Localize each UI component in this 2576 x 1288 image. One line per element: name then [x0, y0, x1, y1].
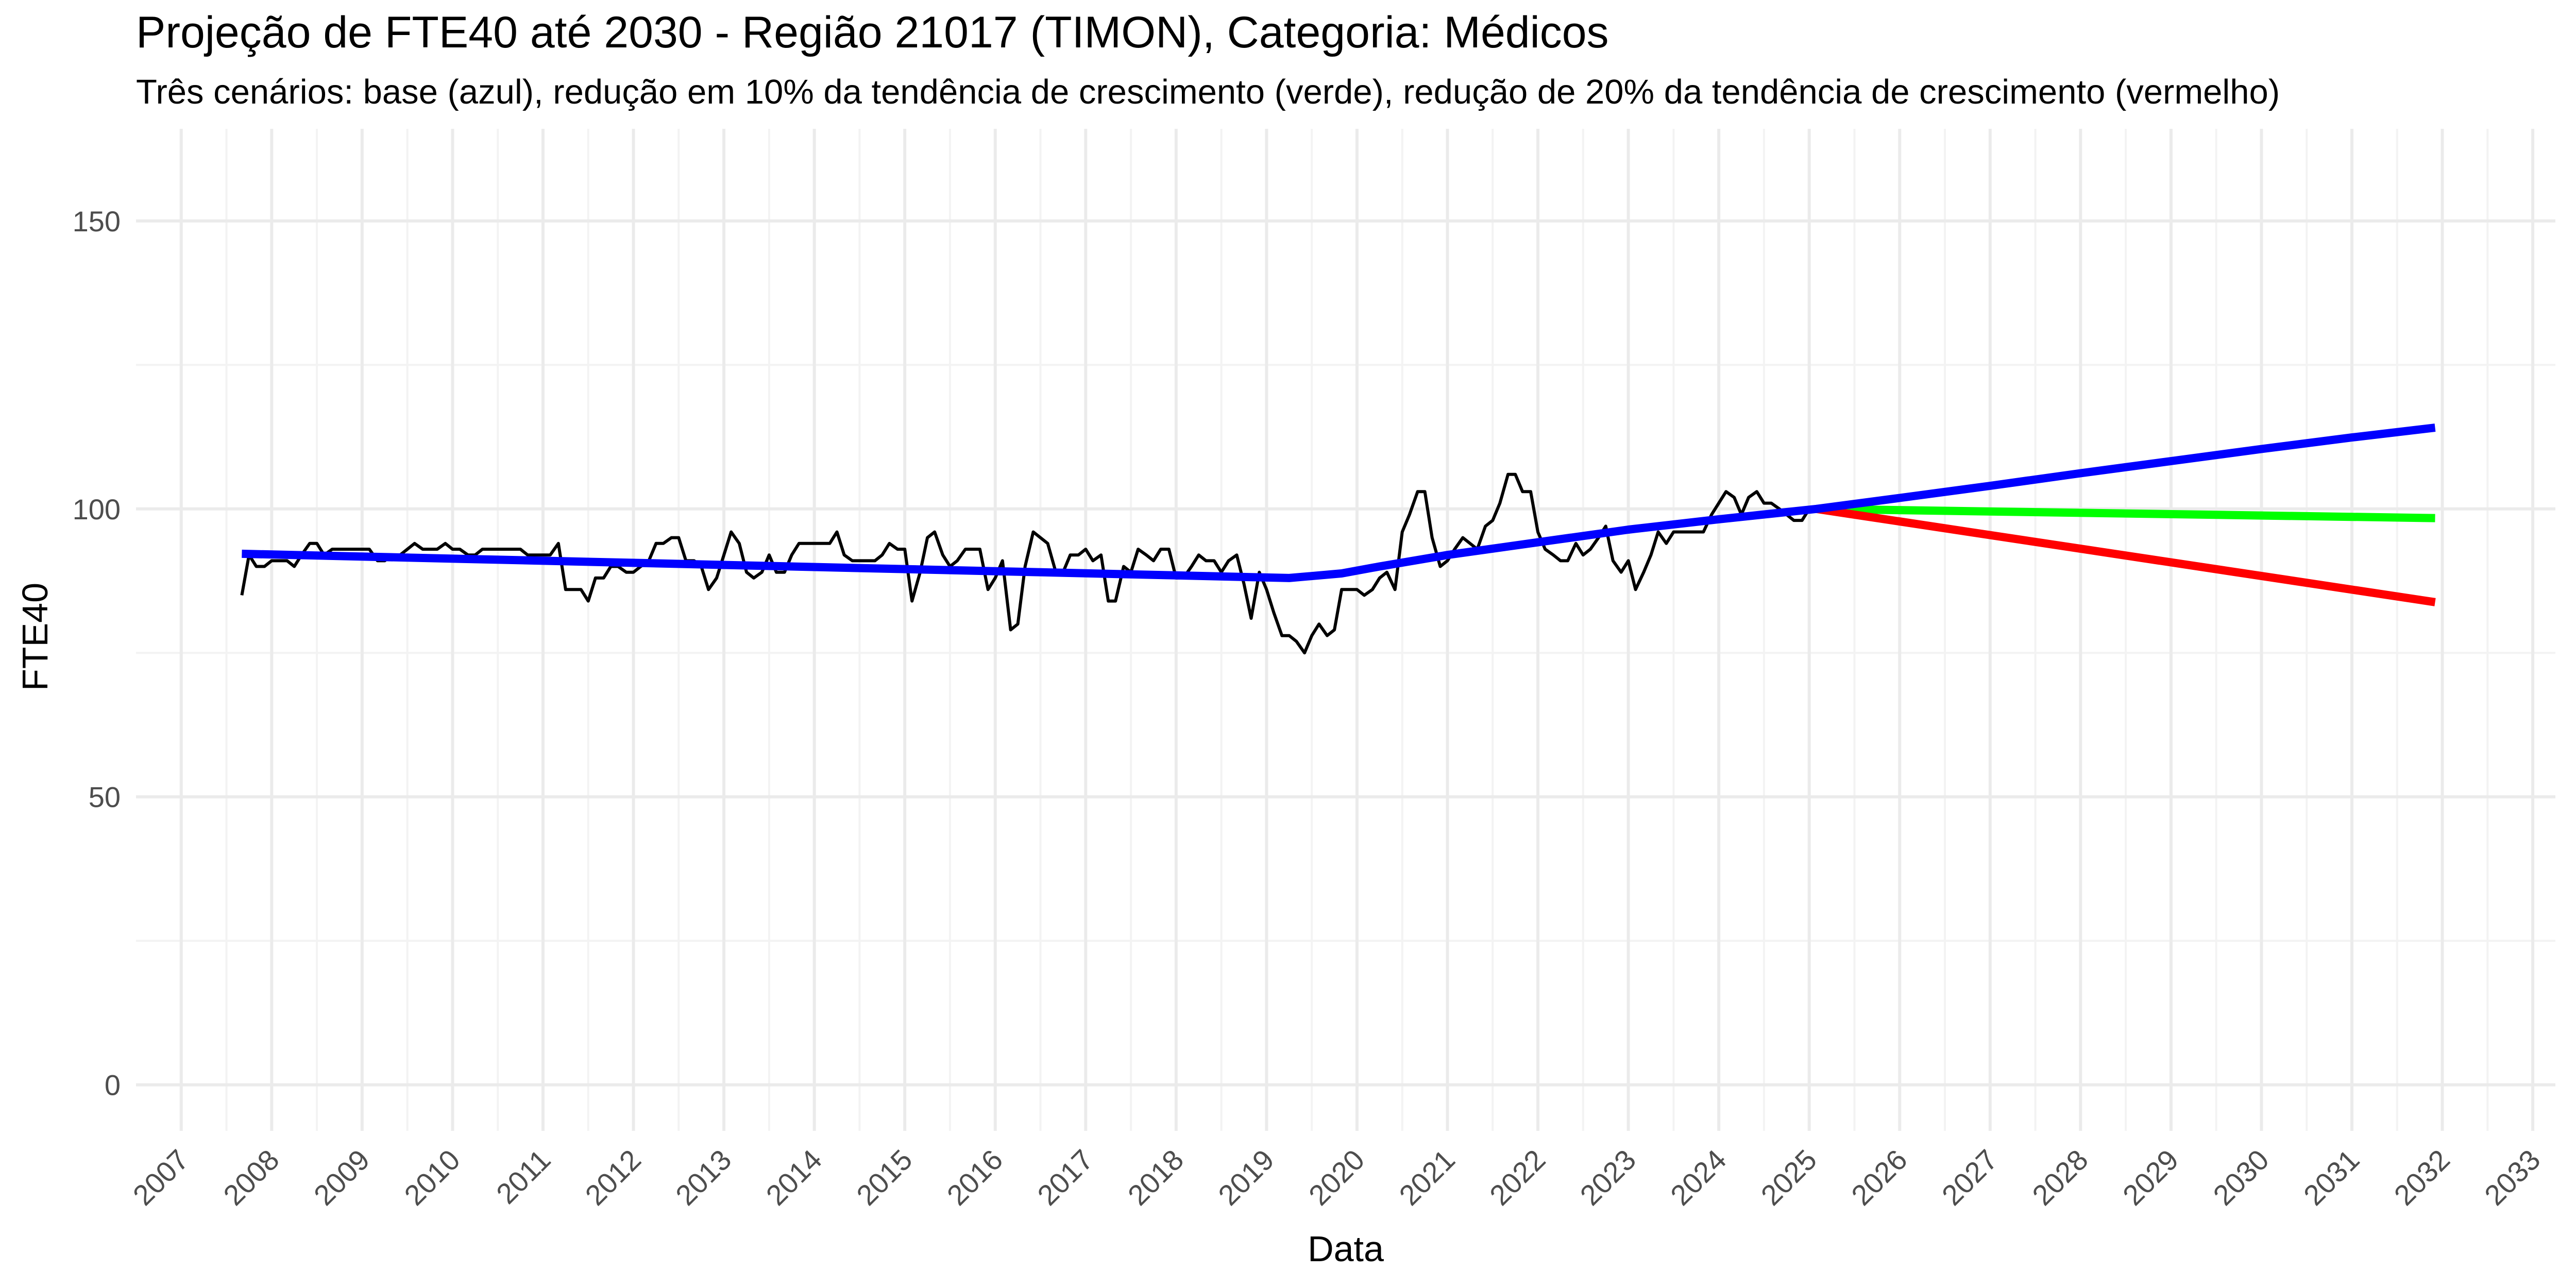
x-tick-label: 2011 — [490, 1143, 557, 1210]
x-tick-label: 2022 — [1483, 1143, 1552, 1212]
series-verde-line — [1816, 504, 2435, 522]
x-tick-label: 2017 — [1031, 1143, 1099, 1212]
y-tick-label: 150 — [73, 205, 121, 238]
chart-subtitle: Três cenários: base (azul), redução em 1… — [136, 73, 2280, 111]
series-vermelho-line — [1816, 504, 2436, 606]
x-tick-label: 2018 — [1122, 1143, 1190, 1212]
x-tick-label: 2029 — [2116, 1143, 2185, 1212]
x-tick-label: 2031 — [2297, 1143, 2366, 1212]
x-tick-label: 2025 — [1755, 1143, 1823, 1212]
x-axis-title: Data — [1308, 1229, 1384, 1269]
x-tick-label: 2010 — [398, 1143, 466, 1212]
x-tick-label: 2020 — [1302, 1143, 1371, 1212]
y-tick-labels: 0 50 100 150 — [73, 205, 121, 1101]
x-tick-label: 2033 — [2478, 1143, 2547, 1212]
x-tick-label: 2028 — [2026, 1143, 2094, 1212]
x-tick-label: 2013 — [669, 1143, 738, 1212]
x-tick-labels: 2007 2008 2009 2010 2011 2012 2013 2014 2015 2016… — [127, 1143, 2547, 1212]
x-tick-label: 2023 — [1573, 1143, 1642, 1212]
chart-title: Projeção de FTE40 até 2030 - Região 2101… — [136, 8, 1609, 57]
x-tick-label: 2030 — [2207, 1143, 2275, 1212]
series-layer — [240, 423, 2436, 655]
x-tick-label: 2012 — [579, 1143, 647, 1212]
x-tick-label: 2007 — [127, 1143, 195, 1212]
x-tick-label: 2032 — [2387, 1143, 2456, 1212]
series-base-line — [242, 423, 2436, 582]
y-tick-label: 50 — [89, 781, 121, 814]
series-observed-line — [240, 472, 1811, 655]
y-axis-title: FTE40 — [15, 583, 55, 691]
y-tick-label: 100 — [73, 493, 121, 526]
grid-minor — [136, 129, 2555, 1131]
x-tick-label: 2024 — [1664, 1143, 1733, 1212]
y-tick-label: 0 — [105, 1069, 121, 1101]
x-tick-label: 2021 — [1393, 1143, 1461, 1212]
x-tick-label: 2008 — [217, 1143, 285, 1212]
x-tick-label: 2027 — [1936, 1143, 2004, 1212]
x-tick-label: 2009 — [308, 1143, 376, 1212]
x-tick-label: 2016 — [941, 1143, 1009, 1212]
grid-major — [136, 129, 2555, 1131]
x-tick-label: 2019 — [1212, 1143, 1280, 1212]
x-tick-label: 2014 — [759, 1143, 828, 1212]
x-tick-label: 2015 — [850, 1143, 919, 1212]
x-tick-label: 2026 — [1845, 1143, 1913, 1212]
